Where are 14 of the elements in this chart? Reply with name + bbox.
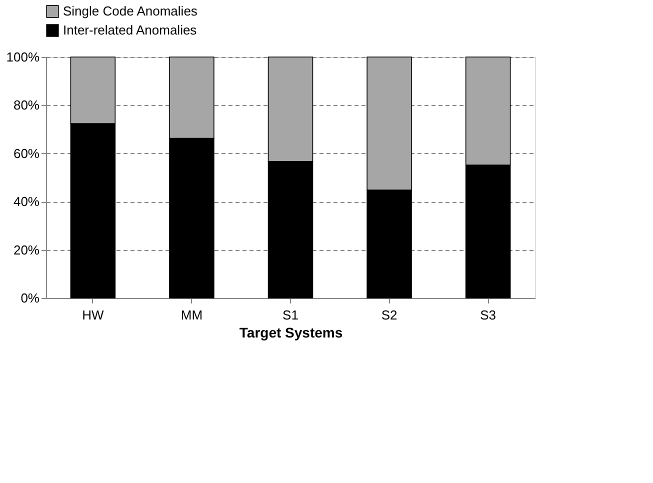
legend-label: Single Code Anomalies [63,4,198,18]
x-tick-label: S3 [480,308,496,322]
y-tick-label: 100% [6,50,40,64]
x-axis-title: Target Systems [239,324,343,340]
y-tick-label: 40% [13,194,40,210]
x-tick-label: S2 [381,308,398,322]
legend-label: Inter-related Anomalies [63,22,198,38]
x-tick-label: MM [180,308,203,322]
y-tick-label: 20% [13,242,40,258]
y-tick-label: 0% [20,290,40,306]
y-tick-label: 60% [13,146,40,161]
x-tick-label: S1 [282,308,298,322]
x-tick-label: HW [82,308,104,322]
y-tick-label: 80% [13,98,40,113]
